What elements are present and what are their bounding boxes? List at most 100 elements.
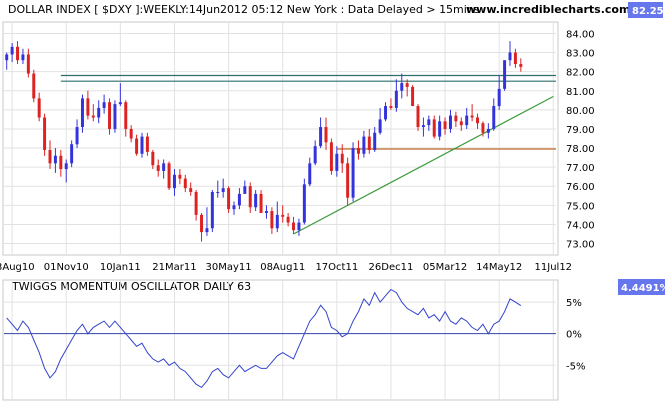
candle-body [481,123,485,133]
candle [292,216,296,234]
candlesticks [5,41,523,242]
candle-body [319,127,323,147]
candle-body [183,178,187,189]
price-tick-label: 74.00 [566,220,595,231]
candle-body [324,127,328,143]
candle-body [194,191,198,215]
candle [243,180,247,194]
candle [470,104,474,122]
candle [329,138,333,175]
candle-body [64,163,68,170]
candle [427,115,431,131]
candle-body [48,149,52,164]
price-panel-frame [2,21,559,256]
candle [167,161,171,191]
candle [75,119,79,149]
candle [64,159,68,183]
candle-body [356,148,360,154]
candle-body [21,54,25,61]
price-tick-label: 84.00 [566,29,595,40]
candle-body [275,214,279,229]
candle [189,182,193,196]
date-tick-label: 30May11 [206,262,252,273]
price-tick-label: 79.00 [566,125,595,136]
candle [270,207,274,234]
candle-body [97,107,101,118]
candle-body [384,106,388,120]
candle [91,104,95,122]
candle [308,157,312,187]
candle-body [465,115,469,126]
candle [221,178,225,198]
candle-body [167,163,171,189]
candle [421,117,425,137]
candle-body [389,106,393,108]
candle [200,212,204,242]
candle-body [113,104,117,129]
candle-body [16,46,20,61]
candle-body [243,186,247,194]
candle [400,73,404,99]
candle-body [308,163,312,185]
candle [454,111,458,128]
candle [16,41,20,65]
candle-body [302,184,306,223]
candle [481,121,485,137]
candle-body [335,153,339,171]
candle [53,148,57,173]
date-tick-label: 08Aug11 [260,262,305,273]
candle [237,188,241,210]
candle-body [492,106,496,129]
candle-body [5,54,9,61]
candle [448,109,452,133]
oscillator-value-badge [618,279,665,295]
date-tick-label: 01Nov10 [44,262,89,273]
candle [432,115,436,139]
candle [503,60,507,91]
candle-body [162,163,166,171]
candle [513,48,517,68]
date-tick-label: 17Oct11 [315,262,358,273]
candle-body [232,205,236,210]
candle [476,113,480,129]
candle [124,100,128,137]
oscillator-title: TWIGGS MOMENTUM OSCILLATOR DAILY 63 [11,280,251,293]
candle [324,117,328,150]
date-tick-label: 21Mar11 [152,262,196,273]
candle-body [421,125,425,128]
last-price-value: 82.25 [632,6,664,17]
candle [80,94,84,133]
candle-body [340,153,344,164]
candle [210,190,214,233]
candle [492,98,496,131]
candle [405,79,409,97]
candle [389,98,393,110]
candle [335,146,339,177]
candle [156,159,160,177]
date-tick-label: 11Jul12 [535,262,573,273]
candle [486,123,490,139]
candle-body [476,117,480,124]
candle-body [405,83,409,87]
price-tick-label: 80.00 [566,106,595,117]
candle-body [292,222,296,231]
price-tick-label: 75.00 [566,201,595,212]
candle-body [172,174,176,189]
candle [313,140,317,166]
oscillator-last-value: 4.4491% [621,283,665,294]
oscillator-panel-frame [2,279,559,401]
price-tick-label: 81.00 [566,87,595,98]
candle-body [108,102,112,129]
candle [248,182,252,213]
price-tick-label: 73.00 [566,240,595,251]
candle [411,85,415,107]
candle-body [264,211,268,213]
candle-body [416,106,420,128]
candle [367,128,371,154]
candle [129,125,133,143]
candle-body [205,228,209,233]
candle [118,83,122,107]
candle [151,149,155,170]
candle [26,48,30,78]
price-tick-label: 78.00 [566,144,595,155]
